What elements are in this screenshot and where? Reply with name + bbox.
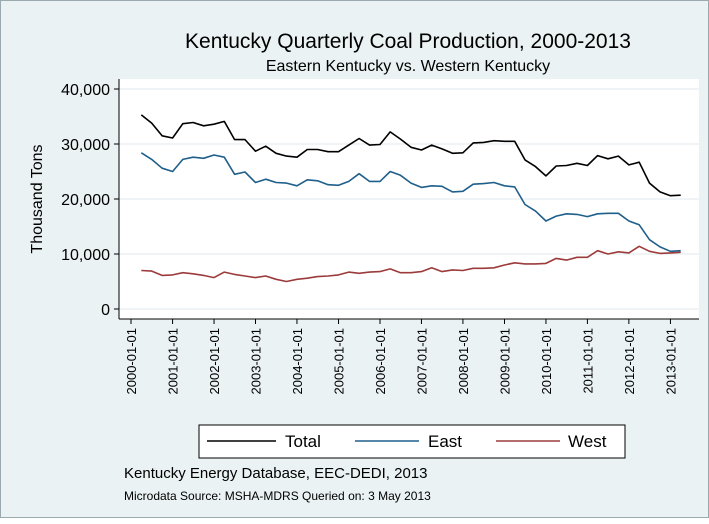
y-tick-label: 20,000 (61, 192, 110, 209)
series-line-west (141, 245, 681, 283)
y-axis-ticks: 0 10,000 20,000 30,000 40,000 (61, 82, 119, 319)
y-tick-label: 0 (101, 302, 110, 319)
y-tick-label: 30,000 (61, 137, 110, 154)
x-tick-label: 2003-01-01 (248, 328, 263, 395)
chart-title: Kentucky Quarterly Coal Production, 2000… (185, 30, 631, 53)
x-tick-label: 2009-01-01 (497, 328, 512, 395)
legend-label-total: Total (285, 432, 321, 451)
legend-label-west: West (568, 432, 607, 451)
microdata-note: Microdata Source: MSHA-MDRS Queried on: … (124, 489, 431, 503)
source-note: Kentucky Energy Database, EEC-DEDI, 2013 (124, 465, 428, 482)
x-tick-label: 2004-01-01 (290, 328, 305, 395)
x-tick-label: 2007-01-01 (414, 328, 429, 395)
series-line-total (140, 114, 681, 197)
gridlines (119, 88, 699, 310)
x-tick-label: 2002-01-01 (207, 328, 222, 395)
x-tick-label: 2008-01-01 (456, 328, 471, 395)
y-axis-label: Thousand Tons (29, 144, 46, 253)
legend-label-east: East (428, 432, 462, 451)
legend: Total East West (198, 424, 626, 459)
series-lines (140, 114, 681, 283)
x-tick-label: 2013-01-01 (663, 328, 678, 395)
x-axis-ticks: 2000-01-01 2001-01-01 2002-01-01 2003-01-01… (124, 319, 678, 395)
x-tick-label: 2011-01-01 (580, 328, 595, 394)
y-tick-label: 10,000 (61, 247, 110, 264)
x-tick-label: 2010-01-01 (539, 328, 554, 395)
x-tick-label: 2005-01-01 (332, 328, 347, 395)
x-tick-label: 2001-01-01 (166, 328, 181, 395)
chart-subtitle: Eastern Kentucky vs. Western Kentucky (266, 58, 550, 75)
x-tick-label: 2012-01-01 (622, 328, 637, 395)
x-tick-label: 2000-01-01 (124, 328, 139, 395)
series-line-east (140, 152, 681, 253)
x-tick-label: 2006-01-01 (373, 328, 388, 395)
y-tick-label: 40,000 (61, 82, 110, 99)
